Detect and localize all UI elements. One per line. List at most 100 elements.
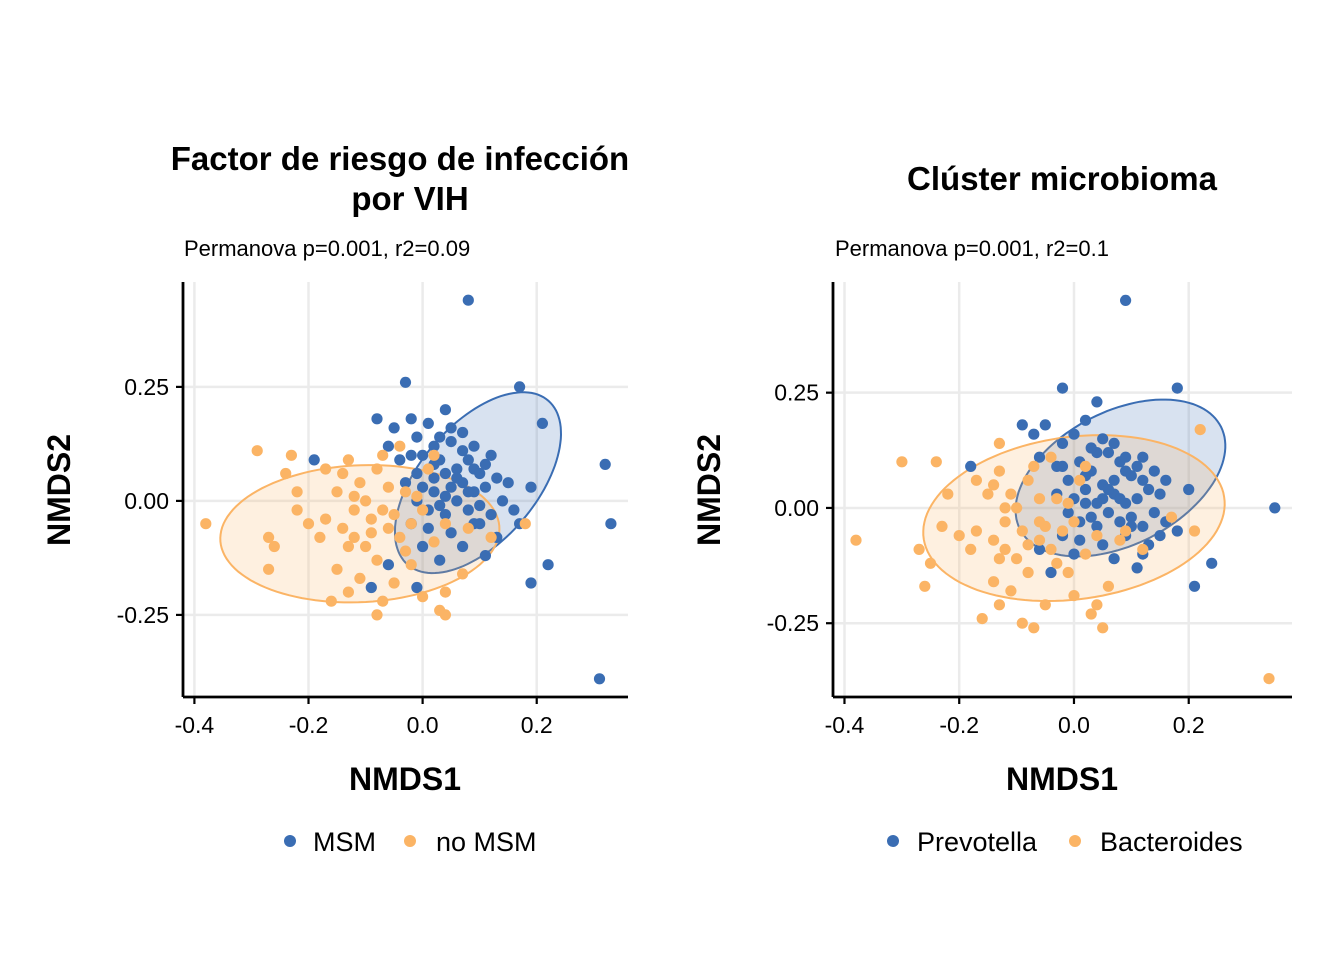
point-prevotella xyxy=(1154,488,1166,500)
point-msm xyxy=(593,673,606,685)
point-bacteroides xyxy=(988,479,1000,491)
point-bacteroides xyxy=(993,553,1006,565)
point-bacteroides xyxy=(1062,497,1074,509)
chart-subtitle: Permanova p=0.001, r2=0.09 xyxy=(184,236,470,261)
point-bacteroides xyxy=(930,456,942,468)
point-prevotella xyxy=(1108,553,1120,565)
panel-microbiome-cluster: Clúster microbioma Permanova p=0.001, r2… xyxy=(691,160,1292,857)
x-tick-label: -0.4 xyxy=(825,712,865,738)
point-no-msm xyxy=(405,518,417,530)
point-msm xyxy=(439,508,451,521)
point-no-msm xyxy=(285,449,297,461)
point-bacteroides xyxy=(1263,673,1275,685)
point-msm xyxy=(445,527,457,539)
point-msm xyxy=(525,577,537,589)
point-no-msm xyxy=(354,572,366,585)
point-msm xyxy=(405,449,417,461)
point-prevotella xyxy=(1085,511,1097,523)
point-msm xyxy=(308,454,320,466)
point-no-msm xyxy=(428,536,440,548)
point-bacteroides xyxy=(1016,617,1028,629)
point-prevotella xyxy=(1056,460,1069,472)
point-prevotella xyxy=(1097,539,1109,551)
point-prevotella xyxy=(1102,506,1114,519)
y-axis-label: NMDS2 xyxy=(41,434,77,546)
point-bacteroides xyxy=(1033,534,1046,546)
point-prevotella xyxy=(1108,474,1120,486)
point-prevotella xyxy=(965,460,977,472)
point-prevotella xyxy=(1131,493,1143,505)
point-prevotella xyxy=(1125,470,1137,482)
point-bacteroides xyxy=(924,557,937,569)
point-msm xyxy=(457,540,469,553)
point-prevotella xyxy=(1056,437,1069,449)
point-no-msm xyxy=(439,518,451,530)
x-tick-label: 0.0 xyxy=(1058,712,1090,738)
point-bacteroides xyxy=(1079,548,1092,560)
point-msm xyxy=(451,495,463,507)
point-bacteroides xyxy=(1188,525,1201,537)
point-bacteroides xyxy=(1051,557,1063,569)
point-bacteroides xyxy=(982,488,994,500)
point-no-msm xyxy=(268,540,280,553)
point-no-msm xyxy=(422,463,434,475)
point-bacteroides xyxy=(1120,525,1132,537)
point-no-msm xyxy=(200,518,212,530)
point-prevotella xyxy=(1125,511,1137,523)
point-bacteroides xyxy=(965,543,977,556)
grid xyxy=(183,282,628,697)
x-axis-label: NMDS1 xyxy=(349,761,461,797)
point-no-msm xyxy=(394,440,406,452)
point-no-msm xyxy=(462,522,474,534)
legend-label-msm: MSM xyxy=(313,827,376,857)
point-bacteroides xyxy=(1085,608,1097,620)
point-no-msm xyxy=(388,508,400,521)
point-bacteroides xyxy=(976,613,988,625)
point-prevotella xyxy=(1091,497,1103,509)
point-msm xyxy=(605,518,617,530)
chart-title: Clúster microbioma xyxy=(907,160,1218,197)
point-msm xyxy=(428,472,440,484)
point-no-msm xyxy=(382,522,394,534)
point-prevotella xyxy=(1062,474,1074,486)
point-bacteroides xyxy=(942,488,954,500)
point-bacteroides xyxy=(1033,516,1046,528)
point-msm xyxy=(399,376,412,388)
point-bacteroides xyxy=(988,576,1000,588)
point-bacteroides xyxy=(970,525,983,537)
point-bacteroides xyxy=(970,474,983,486)
point-no-msm xyxy=(417,591,429,603)
point-no-msm xyxy=(405,559,417,571)
point-msm xyxy=(411,581,423,594)
point-bacteroides xyxy=(1068,516,1080,528)
point-msm xyxy=(451,463,463,475)
point-no-msm xyxy=(354,477,366,489)
point-no-msm xyxy=(337,467,349,480)
point-msm xyxy=(491,472,503,484)
point-no-msm xyxy=(371,609,383,621)
point-prevotella xyxy=(1120,294,1132,306)
point-msm xyxy=(502,477,514,489)
point-msm xyxy=(462,504,474,516)
point-msm xyxy=(399,477,412,489)
point-msm xyxy=(474,499,486,512)
point-no-msm xyxy=(417,504,429,516)
legend-key-msm xyxy=(284,835,296,847)
grid xyxy=(833,282,1292,697)
point-msm xyxy=(382,559,394,571)
point-no-msm xyxy=(365,527,377,539)
point-bacteroides xyxy=(999,543,1011,556)
point-prevotella xyxy=(1097,433,1109,445)
point-prevotella xyxy=(1131,562,1143,574)
point-prevotella xyxy=(1033,543,1046,556)
y-tick-label: -0.25 xyxy=(117,602,169,628)
point-msm xyxy=(422,417,434,429)
point-msm xyxy=(508,504,520,516)
point-no-msm xyxy=(485,531,497,544)
point-prevotella xyxy=(1137,474,1149,486)
x-tick-label: 0.2 xyxy=(1173,712,1205,738)
y-tick-label: -0.25 xyxy=(767,610,819,636)
point-msm xyxy=(434,554,446,566)
point-prevotella xyxy=(1091,520,1103,533)
point-prevotella xyxy=(1137,520,1149,533)
